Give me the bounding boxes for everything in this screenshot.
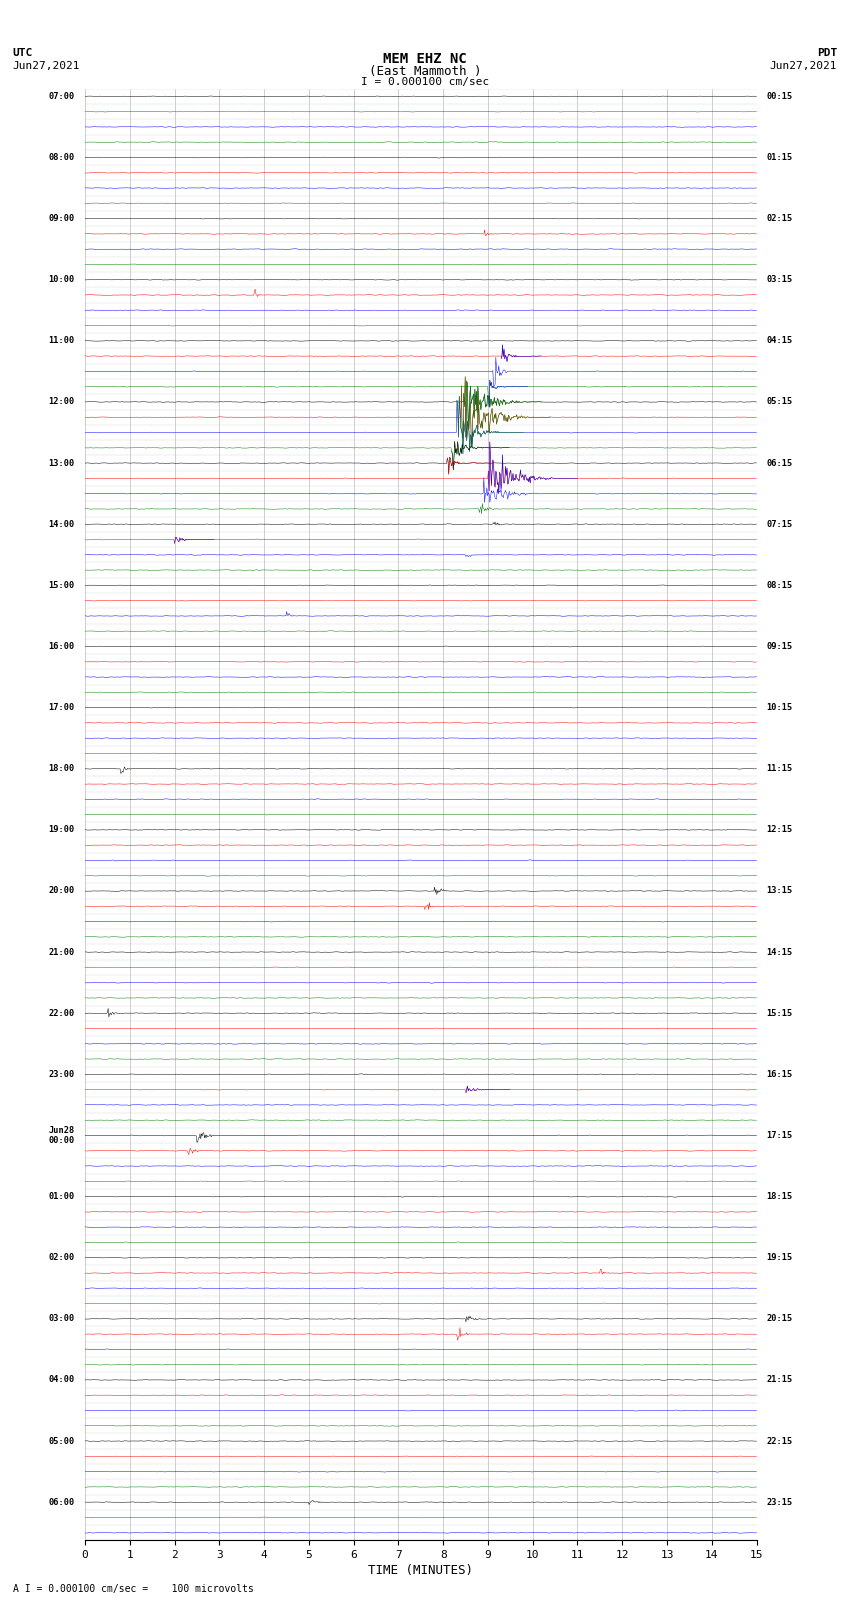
Text: 10:00: 10:00: [48, 276, 75, 284]
Text: 11:15: 11:15: [767, 765, 793, 773]
Text: 06:00: 06:00: [48, 1498, 75, 1507]
Text: 23:00: 23:00: [48, 1069, 75, 1079]
Text: 13:00: 13:00: [48, 458, 75, 468]
Text: 17:00: 17:00: [48, 703, 75, 711]
Text: 22:00: 22:00: [48, 1008, 75, 1018]
Text: 01:00: 01:00: [48, 1192, 75, 1202]
Text: 13:15: 13:15: [767, 887, 793, 895]
Text: Jun27,2021: Jun27,2021: [770, 61, 837, 71]
Text: 07:00: 07:00: [48, 92, 75, 102]
Text: 14:00: 14:00: [48, 519, 75, 529]
Text: 05:00: 05:00: [48, 1437, 75, 1445]
Text: 18:15: 18:15: [767, 1192, 793, 1202]
Text: 02:15: 02:15: [767, 215, 793, 223]
Text: 08:15: 08:15: [767, 581, 793, 590]
Text: 05:15: 05:15: [767, 397, 793, 406]
X-axis label: TIME (MINUTES): TIME (MINUTES): [368, 1565, 473, 1578]
Text: 00:15: 00:15: [767, 92, 793, 102]
Text: 09:15: 09:15: [767, 642, 793, 652]
Text: 09:00: 09:00: [48, 215, 75, 223]
Text: (East Mammoth ): (East Mammoth ): [369, 65, 481, 77]
Text: 23:15: 23:15: [767, 1498, 793, 1507]
Text: 22:15: 22:15: [767, 1437, 793, 1445]
Text: 10:15: 10:15: [767, 703, 793, 711]
Text: 20:15: 20:15: [767, 1315, 793, 1323]
Text: 04:00: 04:00: [48, 1376, 75, 1384]
Text: 21:00: 21:00: [48, 947, 75, 957]
Text: 14:15: 14:15: [767, 947, 793, 957]
Text: I = 0.000100 cm/sec: I = 0.000100 cm/sec: [361, 77, 489, 87]
Text: Jun27,2021: Jun27,2021: [13, 61, 80, 71]
Text: 11:00: 11:00: [48, 337, 75, 345]
Text: 12:15: 12:15: [767, 826, 793, 834]
Text: 19:15: 19:15: [767, 1253, 793, 1263]
Text: 17:15: 17:15: [767, 1131, 793, 1140]
Text: A I = 0.000100 cm/sec =    100 microvolts: A I = 0.000100 cm/sec = 100 microvolts: [13, 1584, 253, 1594]
Text: 21:15: 21:15: [767, 1376, 793, 1384]
Text: 03:15: 03:15: [767, 276, 793, 284]
Text: 12:00: 12:00: [48, 397, 75, 406]
Text: 02:00: 02:00: [48, 1253, 75, 1263]
Text: 06:15: 06:15: [767, 458, 793, 468]
Text: 16:15: 16:15: [767, 1069, 793, 1079]
Text: 03:00: 03:00: [48, 1315, 75, 1323]
Text: 07:15: 07:15: [767, 519, 793, 529]
Text: 15:00: 15:00: [48, 581, 75, 590]
Text: 01:15: 01:15: [767, 153, 793, 161]
Text: Jun28
00:00: Jun28 00:00: [48, 1126, 75, 1145]
Text: 20:00: 20:00: [48, 887, 75, 895]
Text: 15:15: 15:15: [767, 1008, 793, 1018]
Text: 08:00: 08:00: [48, 153, 75, 161]
Text: 16:00: 16:00: [48, 642, 75, 652]
Text: MEM EHZ NC: MEM EHZ NC: [383, 52, 467, 66]
Text: 19:00: 19:00: [48, 826, 75, 834]
Text: UTC: UTC: [13, 48, 33, 58]
Text: 04:15: 04:15: [767, 337, 793, 345]
Text: PDT: PDT: [817, 48, 837, 58]
Text: 18:00: 18:00: [48, 765, 75, 773]
